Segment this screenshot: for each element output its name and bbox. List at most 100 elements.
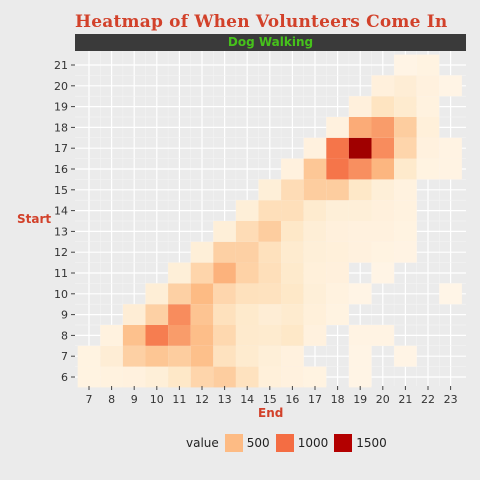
heatmap-cell [122,345,146,367]
heatmap-cell [416,158,440,180]
heatmap-cell [168,345,191,367]
heatmap-cell [213,262,236,284]
heatmap-cell [235,304,259,325]
legend-swatch-500 [224,434,243,452]
heatmap-cell [213,325,236,346]
heatmap-cell [371,200,395,221]
heatmap-cell [145,345,169,367]
heatmap-cell [348,366,372,388]
y-tick-label: 14 [54,205,68,218]
legend-label-500: 500 [246,436,270,450]
heatmap-cell [416,137,440,159]
y-tick-label: 15 [54,184,68,197]
y-tick-label: 17 [54,142,68,155]
x-tick-label: 23 [444,393,458,406]
x-tick-label: 13 [218,393,232,406]
heatmap-cell [190,262,214,284]
x-tick-label: 20 [376,393,390,406]
legend-swatch-1500 [334,434,353,452]
heatmap-cell [303,179,327,201]
heatmap-cell [122,304,146,325]
heatmap-cell [281,241,304,263]
heatmap-cell [145,325,169,346]
legend: value 500 1000 1500 [186,433,393,453]
x-axis-ticks: 7 8 9 10 11 12 13 14 15 16 17 18 19 20 21 22 23 [86,386,458,406]
heatmap-cell [439,158,462,180]
heatmap-cell [281,179,304,201]
y-tick-label: 11 [54,267,68,280]
heatmap-cell [145,304,169,325]
y-tick-label: 16 [54,163,68,176]
heatmap-cell [190,366,214,388]
heatmap-cell [394,117,417,138]
heatmap-cell [394,200,417,221]
x-axis-label: End [258,406,284,420]
heatmap-cell [394,158,417,180]
heatmap-cell [213,283,236,305]
heatmap-cell [348,158,372,180]
chart-title: Heatmap of When Volunteers Come In [75,12,448,32]
heatmap-cell [348,283,372,305]
heatmap-cell [348,96,372,117]
heatmap-cell [303,158,327,180]
y-tick-label: 13 [54,225,68,238]
heatmap-cell [235,325,259,346]
x-tick-label: 11 [172,393,186,406]
heatmap-cell [326,179,349,201]
heatmap-cell [326,304,349,325]
heatmap-cell [303,304,327,325]
heatmap-cell [145,366,169,388]
heatmap-cell [258,262,282,284]
heatmap-cell [190,283,214,305]
heatmap-cell [394,221,417,242]
heatmap-cell [168,262,191,284]
heatmap-cell [258,241,282,263]
heatmap-cell [371,262,395,284]
heatmap-cell [281,366,304,388]
heatmap-cell [190,325,214,346]
heatmap-cell [258,304,282,325]
heatmap-cell [348,179,372,201]
heatmap-cell [371,325,395,346]
y-axis-ticks: 6 7 8 9 10 11 12 13 14 15 16 17 18 19 20 21 [54,59,75,384]
heatmap-cell [371,137,395,159]
heatmap-cell [326,241,349,263]
heatmap-cell [303,200,327,221]
heatmap-cell [371,96,395,117]
y-tick-label: 19 [54,101,68,114]
heatmap-cell [371,179,395,201]
heatmap-cell [326,200,349,221]
x-tick-label: 21 [398,393,412,406]
heatmap-cell [235,200,259,221]
heatmap-cell [122,366,146,388]
heatmap-cell [281,304,304,325]
heatmap-cell [258,366,282,388]
y-tick-label: 20 [54,80,68,93]
heatmap-cell [213,241,236,263]
heatmap-cell [439,137,462,159]
heatmap-cell [394,54,417,76]
heatmap-cell [281,158,304,180]
x-tick-label: 14 [240,393,254,406]
heatmap-cell [348,241,372,263]
heatmap-cell [213,221,236,242]
heatmap-cell [371,221,395,242]
heatmap-cell [439,75,462,97]
heatmap-cell [77,345,101,367]
facet-strip: Dog Walking [75,34,466,51]
y-tick-label: 7 [61,350,68,363]
heatmap-cell [100,366,123,388]
heatmap-cell [326,283,349,305]
x-tick-label: 8 [108,393,115,406]
heatmap-cell [348,137,372,159]
heatmap-cell [77,366,101,388]
heatmap-cell [168,283,191,305]
heatmap-cell [213,345,236,367]
heatmap-cell [258,345,282,367]
heatmap-cell [281,200,304,221]
heatmap-cell [348,117,372,138]
heatmap-cell [348,221,372,242]
heatmap-cell [235,221,259,242]
y-tick-label: 6 [61,371,68,384]
y-axis-label: Start [17,212,52,226]
